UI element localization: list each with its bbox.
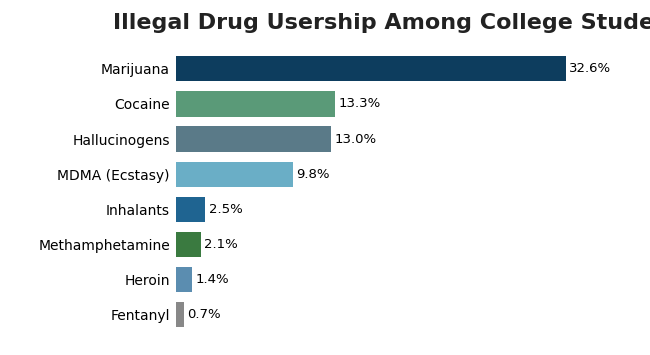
Bar xyxy=(176,126,331,152)
Title: Illegal Drug Usership Among College Students: Illegal Drug Usership Among College Stud… xyxy=(112,13,650,33)
Text: 13.3%: 13.3% xyxy=(339,97,381,110)
Bar xyxy=(176,197,205,222)
Text: 9.8%: 9.8% xyxy=(296,168,330,181)
Bar xyxy=(176,302,184,327)
Text: 13.0%: 13.0% xyxy=(335,132,377,146)
Text: 32.6%: 32.6% xyxy=(569,62,612,75)
Bar xyxy=(176,56,566,81)
Text: 2.1%: 2.1% xyxy=(204,238,238,251)
Text: 1.4%: 1.4% xyxy=(196,273,229,286)
Bar xyxy=(176,267,192,292)
Text: 0.7%: 0.7% xyxy=(187,308,221,321)
Bar xyxy=(176,232,201,257)
Bar xyxy=(176,162,293,187)
Bar xyxy=(176,91,335,116)
Text: 2.5%: 2.5% xyxy=(209,203,243,216)
